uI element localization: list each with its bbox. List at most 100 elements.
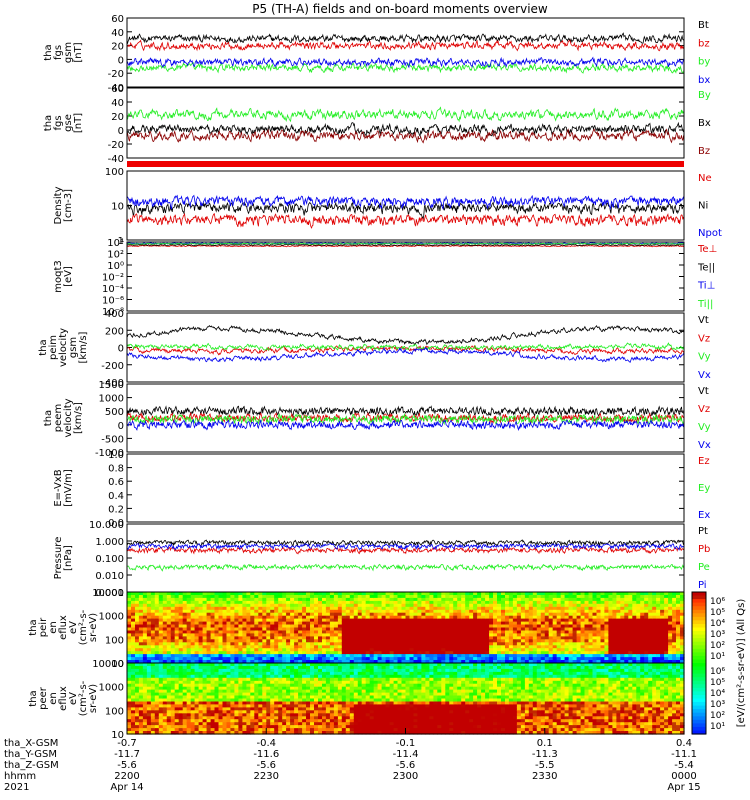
heatmap-cell xyxy=(246,651,251,655)
heatmap-cell xyxy=(310,728,315,732)
y-axis-label: [eV] xyxy=(63,266,74,287)
heatmap-cell xyxy=(138,713,144,717)
heatmap-cell xyxy=(608,627,613,632)
heatmap-cell xyxy=(465,645,470,649)
heatmap-cell xyxy=(381,651,387,655)
heatmap-cell xyxy=(198,716,204,720)
heatmap-cell xyxy=(548,592,554,596)
heatmap-cell xyxy=(437,639,442,643)
heatmap-cell xyxy=(242,686,247,691)
heatmap-cell xyxy=(516,645,522,649)
heatmap-cell xyxy=(158,621,164,626)
heatmap-cell xyxy=(222,719,228,723)
heatmap-cell xyxy=(198,663,204,667)
heatmap-cell xyxy=(202,633,208,637)
y-tick-label: 100 xyxy=(105,635,124,646)
heatmap-cell xyxy=(636,651,641,655)
panel-peir_eflux: tha peir en eflux eV (cm²-s-sr-eV)10000100010… xyxy=(28,588,685,670)
heatmap-cell xyxy=(274,609,279,614)
heatmap-cell xyxy=(186,710,192,714)
heatmap-cell xyxy=(393,624,399,629)
heatmap-cell xyxy=(218,680,224,685)
heatmap-cell xyxy=(493,627,498,632)
heatmap-cell xyxy=(318,692,323,697)
heatmap-cell xyxy=(242,663,247,667)
heatmap-cell xyxy=(592,651,598,655)
heatmap-cell xyxy=(592,624,598,629)
heatmap-cell xyxy=(369,597,375,602)
heatmap-cell xyxy=(194,683,200,688)
heatmap-cell xyxy=(421,618,426,623)
heatmap-cell xyxy=(532,651,538,655)
heatmap-cell xyxy=(337,698,343,703)
heatmap-cell xyxy=(413,618,419,623)
heatmap-cell xyxy=(135,695,140,700)
heatmap-cell xyxy=(258,722,263,726)
heatmap-cell xyxy=(604,639,609,643)
heatmap-cell xyxy=(576,642,582,646)
heatmap-cell xyxy=(202,671,208,676)
heatmap-cell xyxy=(294,701,299,706)
heatmap-cell xyxy=(664,597,669,602)
series-line-Pe xyxy=(126,563,685,572)
heatmap-cell xyxy=(668,606,673,611)
heatmap-cell xyxy=(389,618,395,623)
heatmap-cell xyxy=(182,642,188,646)
heatmap-cell xyxy=(672,654,677,658)
heatmap-cell xyxy=(146,615,152,620)
heatmap-cell xyxy=(266,624,271,629)
heatmap-cell xyxy=(552,597,558,602)
heatmap-cell xyxy=(489,657,494,661)
heatmap-cell xyxy=(680,615,685,620)
heatmap-cell xyxy=(127,663,132,667)
heatmap-cell xyxy=(445,624,450,629)
heatmap-cell xyxy=(505,642,510,646)
heatmap-cell xyxy=(477,606,482,611)
heatmap-cell xyxy=(441,645,446,649)
heatmap-cell xyxy=(429,633,434,637)
heatmap-cell xyxy=(206,600,212,605)
heatmap-cell xyxy=(154,695,160,700)
heatmap-cell xyxy=(190,660,196,664)
heatmap-cell xyxy=(322,680,327,685)
heatmap-cell xyxy=(672,651,677,655)
heatmap-cell xyxy=(473,624,478,629)
heatmap-cell xyxy=(258,645,263,649)
heatmap-cell xyxy=(337,668,343,673)
heatmap-cell xyxy=(258,677,263,682)
heatmap-cell xyxy=(238,618,243,623)
heatmap-cell xyxy=(648,624,653,629)
heatmap-cell xyxy=(242,654,247,658)
heatmap-cell xyxy=(190,719,196,723)
heatmap-cell xyxy=(206,592,212,596)
heatmap-cell xyxy=(457,624,462,629)
heatmap-cell xyxy=(186,645,192,649)
heatmap-cell xyxy=(234,639,239,643)
heatmap-cell xyxy=(421,592,426,596)
heatmap-cell xyxy=(361,592,367,596)
heatmap-cell xyxy=(560,636,566,640)
heatmap-cell xyxy=(282,660,287,664)
heatmap-cell xyxy=(357,651,363,655)
heatmap-cell xyxy=(131,639,136,643)
heatmap-cell xyxy=(564,636,570,640)
heatmap-cell xyxy=(656,648,661,652)
heatmap-cell xyxy=(174,600,180,605)
heatmap-cell xyxy=(234,707,239,711)
heatmap-cell xyxy=(250,592,255,596)
heatmap-cell xyxy=(532,636,538,640)
heatmap-cell xyxy=(142,618,148,623)
heatmap-cell xyxy=(310,692,315,697)
heatmap-cell xyxy=(656,597,661,602)
heatmap-cell xyxy=(353,654,359,658)
heatmap-cell xyxy=(560,654,566,658)
heatmap-cell xyxy=(413,627,419,632)
heatmap-cell xyxy=(174,666,180,670)
heatmap-cell xyxy=(540,633,546,637)
heatmap-cell xyxy=(142,603,148,608)
heatmap-cell xyxy=(552,618,558,623)
heatmap-cell xyxy=(226,663,232,667)
heatmap-cell xyxy=(138,701,144,706)
heatmap-cell xyxy=(294,663,299,667)
heatmap-cell xyxy=(218,701,224,706)
